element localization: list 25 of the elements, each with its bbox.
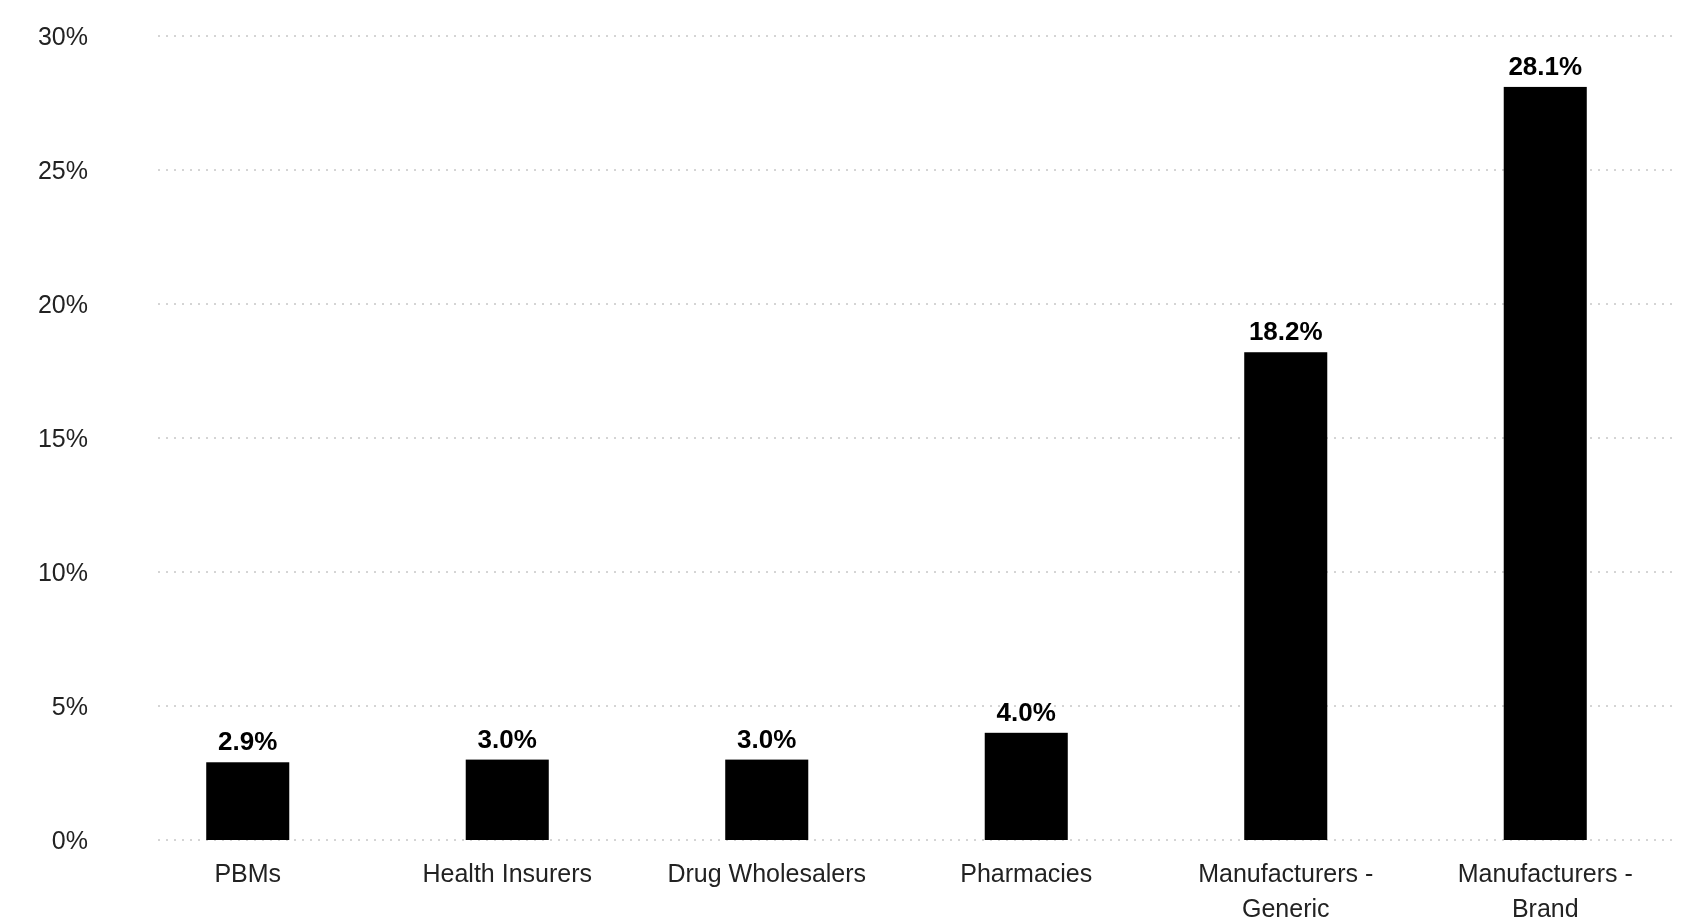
bar xyxy=(1503,86,1587,840)
y-tick-label: 20% xyxy=(37,289,88,318)
data-label: 3.0% xyxy=(477,723,537,754)
bar xyxy=(206,762,290,840)
x-tick-label: Pharmacies xyxy=(960,859,1093,887)
y-tick-label: 10% xyxy=(37,557,88,586)
data-label: 3.0% xyxy=(737,723,797,754)
x-tick-label: Manufacturers - Brand xyxy=(1457,859,1633,922)
y-tick-label: 5% xyxy=(51,691,88,720)
data-label: 2.9% xyxy=(218,726,278,757)
data-label: 18.2% xyxy=(1248,316,1323,347)
x-tick-label: Drug Wholesalers xyxy=(667,859,867,887)
y-tick-label: 30% xyxy=(37,21,88,50)
y-tick-label: 25% xyxy=(37,155,88,184)
y-tick-label: 0% xyxy=(51,825,88,854)
bar xyxy=(725,759,809,840)
data-label: 4.0% xyxy=(996,696,1056,727)
y-tick-label: 15% xyxy=(37,423,88,452)
bar xyxy=(1244,352,1328,840)
bar xyxy=(465,759,549,840)
x-tick-label: Health Insurers xyxy=(422,859,593,887)
x-tick-label: PBMs xyxy=(214,859,282,887)
data-label: 28.1% xyxy=(1508,50,1583,81)
bar xyxy=(984,732,1068,840)
x-tick-label: Manufacturers - Generic xyxy=(1198,859,1374,922)
